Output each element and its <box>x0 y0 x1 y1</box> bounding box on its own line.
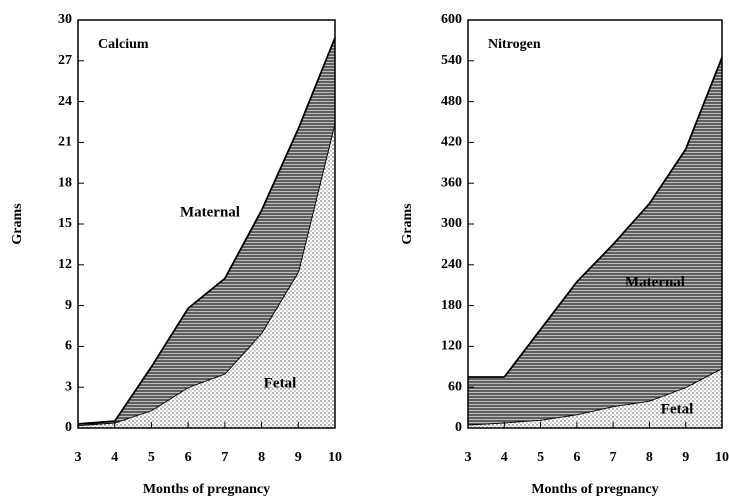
x-tick-label: 8 <box>646 450 653 465</box>
x-tick-label: 6 <box>185 450 192 465</box>
series-label: Fetal <box>661 401 693 417</box>
area <box>78 122 335 428</box>
y-tick-label: 420 <box>441 135 462 150</box>
chart-title: Nitrogen <box>488 37 541 52</box>
y-tick-label: 9 <box>65 298 72 313</box>
x-tick-label: 8 <box>258 450 265 465</box>
y-tick-label: 18 <box>58 175 72 190</box>
y-tick-label: 600 <box>441 12 462 27</box>
x-tick-label: 4 <box>501 450 508 465</box>
y-tick-label: 180 <box>441 298 462 313</box>
area <box>78 37 335 426</box>
x-tick-label: 4 <box>111 450 118 465</box>
x-tick-label: 3 <box>465 450 472 465</box>
x-tick-label: 9 <box>682 450 689 465</box>
x-axis-title: Months of pregnancy <box>531 482 658 497</box>
area <box>468 368 722 428</box>
y-tick-label: 300 <box>441 216 462 231</box>
series-label: Maternal <box>180 204 240 220</box>
y-tick-label: 3 <box>65 379 72 394</box>
chart-title: Calcium <box>98 37 149 52</box>
y-tick-label: 12 <box>58 257 72 272</box>
x-tick-label: 9 <box>295 450 302 465</box>
y-tick-label: 24 <box>58 94 72 109</box>
y-tick-label: 240 <box>441 257 462 272</box>
y-tick-label: 27 <box>58 53 72 68</box>
y-tick-label: 0 <box>65 420 72 435</box>
x-tick-label: 7 <box>221 450 228 465</box>
y-tick-label: 0 <box>455 420 462 435</box>
area-edge <box>468 57 723 378</box>
y-axis-title: Grams <box>10 203 25 245</box>
y-tick-label: 15 <box>58 216 72 231</box>
area-edge <box>77 37 336 425</box>
y-tick-label: 540 <box>441 53 462 68</box>
x-tick-label: 5 <box>537 450 544 465</box>
x-tick-label: 6 <box>573 450 580 465</box>
y-tick-label: 6 <box>65 339 72 354</box>
series-label: Maternal <box>625 274 685 290</box>
y-axis-title: Grams <box>400 203 415 245</box>
series-label: Fetal <box>264 375 296 391</box>
x-axis-title: Months of pregnancy <box>143 482 270 497</box>
y-tick-label: 30 <box>58 12 72 27</box>
area <box>468 57 722 425</box>
y-tick-label: 480 <box>441 94 462 109</box>
x-tick-label: 3 <box>75 450 82 465</box>
y-tick-label: 21 <box>58 135 72 150</box>
x-tick-label: 5 <box>148 450 155 465</box>
y-tick-label: 60 <box>448 379 462 394</box>
x-tick-label: 10 <box>328 450 342 465</box>
x-tick-label: 10 <box>715 450 729 465</box>
y-tick-label: 360 <box>441 175 462 190</box>
x-tick-label: 7 <box>610 450 617 465</box>
y-tick-label: 120 <box>441 339 462 354</box>
